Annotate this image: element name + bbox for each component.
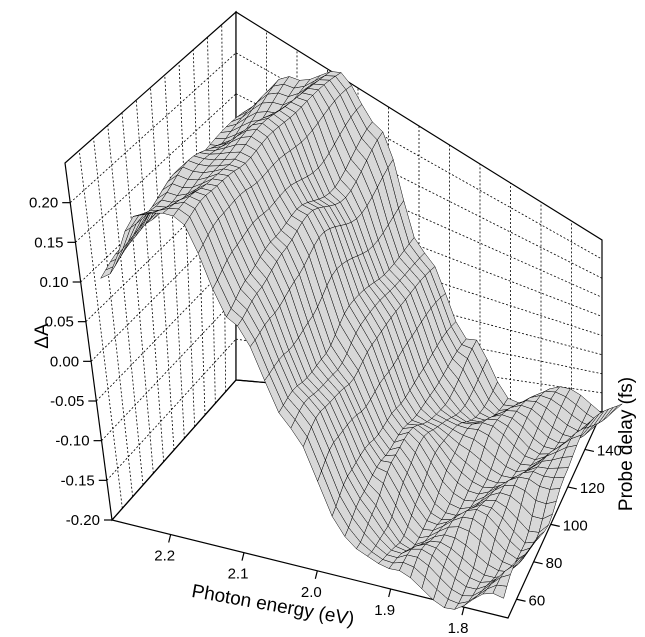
y-tick: [585, 449, 594, 451]
y-axis-title: Probe delay (fs): [616, 377, 637, 511]
y-tick: [551, 524, 560, 526]
x-tick: [462, 607, 464, 615]
x-tick-label: 2.1: [228, 566, 249, 583]
x-tick-label: 2.2: [154, 548, 175, 565]
z-tick-label: -0.05: [50, 393, 84, 410]
x-tick: [389, 589, 391, 597]
x-tick-label: 1.9: [374, 602, 395, 619]
z-tick-label: -0.15: [61, 472, 95, 489]
x-tick: [169, 535, 171, 543]
y-tick: [568, 487, 577, 489]
x-axis-title: Photon energy (eV): [190, 581, 356, 630]
y-tick-label: 100: [563, 517, 588, 534]
x-tick: [242, 553, 244, 561]
z-tick-label: 0.20: [29, 195, 58, 212]
z-tick-label: 0.10: [39, 274, 68, 291]
x-tick: [315, 571, 317, 579]
z-tick-label: -0.20: [66, 512, 100, 529]
x-tick-label: 1.8: [448, 620, 469, 637]
x-tick-label: 2.0: [301, 584, 322, 601]
y-tick-label: 80: [546, 555, 563, 572]
z-tick-label: 0.15: [34, 234, 63, 251]
y-tick-label: 120: [580, 480, 605, 497]
y-tick-label: 60: [529, 592, 546, 609]
y-tick: [517, 599, 526, 601]
y-tick: [534, 562, 543, 564]
z-tick-label: -0.10: [55, 433, 89, 450]
z-axis-title: ΔA: [32, 323, 53, 349]
z-tick-label: 0.00: [50, 353, 79, 370]
